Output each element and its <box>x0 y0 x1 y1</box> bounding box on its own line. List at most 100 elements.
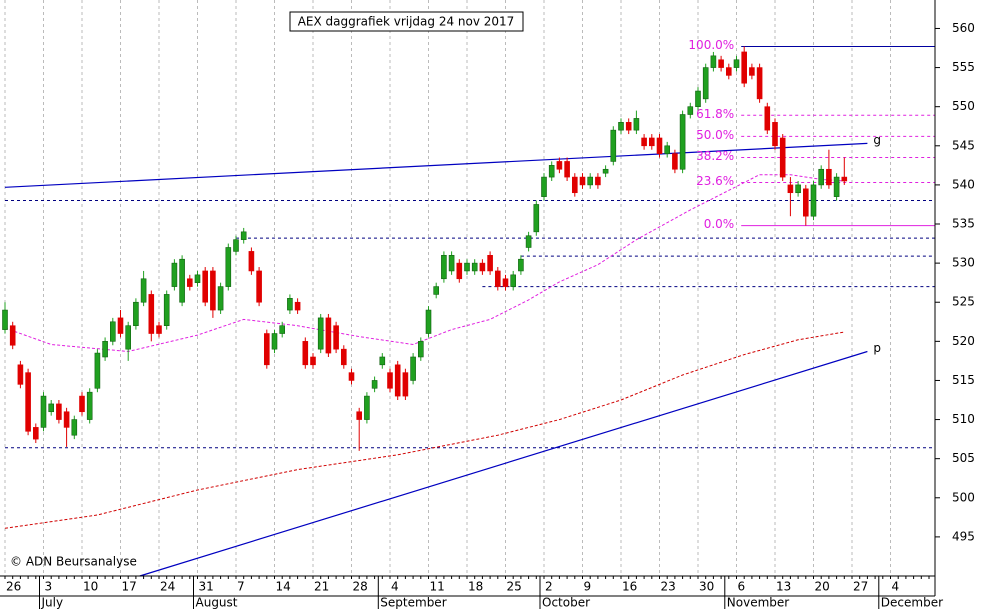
candle-body <box>633 118 640 131</box>
candle-body <box>217 286 224 311</box>
candle-body <box>32 427 39 440</box>
candle-body <box>718 59 724 68</box>
x-tick-label: 20 <box>815 580 830 594</box>
candle-body <box>818 168 825 186</box>
x-tick-label: 30 <box>699 580 714 594</box>
candle-body <box>156 325 162 334</box>
candle-body <box>17 364 24 385</box>
y-tick-label: 500 <box>952 490 975 504</box>
candle-body <box>518 258 524 272</box>
candle-body <box>602 168 609 174</box>
y-tick-label: 560 <box>952 21 975 35</box>
candle-body <box>110 321 116 342</box>
candle-body <box>656 137 663 154</box>
candle-body <box>625 122 632 131</box>
candle-body <box>471 262 478 272</box>
candle-body <box>749 67 755 76</box>
candle-body <box>802 188 809 217</box>
x-tick-label: 4 <box>391 580 399 594</box>
moving-average <box>4 174 845 353</box>
x-tick-label: 31 <box>199 580 214 594</box>
candle-body <box>664 145 671 154</box>
candle-body <box>410 356 416 381</box>
y-tick-label: 505 <box>952 451 975 465</box>
copyright: © ADN Beursanalyse <box>10 555 137 569</box>
trendline-label: p <box>873 341 881 355</box>
candle-body <box>371 380 378 389</box>
candle-body <box>787 184 794 194</box>
candle-body <box>548 165 555 178</box>
candle-body <box>795 184 801 194</box>
candle-body <box>79 395 85 413</box>
candle-body <box>556 161 563 170</box>
candle-body <box>579 176 586 186</box>
x-tick-label: 10 <box>83 580 98 594</box>
candle-body <box>702 67 709 100</box>
candle-body <box>102 341 108 358</box>
candle-body <box>294 301 301 311</box>
candle-body <box>225 247 232 287</box>
candle-body <box>826 168 832 186</box>
candle-body <box>672 153 678 170</box>
trendline-label: g <box>873 133 881 147</box>
x-tick-label: 25 <box>507 580 522 594</box>
candle-body <box>541 176 547 197</box>
candle-body <box>310 356 316 366</box>
candle-body <box>487 255 493 272</box>
candle-body <box>841 176 848 182</box>
fib-label: 50.0% <box>696 128 734 142</box>
candle-body <box>479 262 486 272</box>
candle-body <box>194 274 201 283</box>
y-tick-label: 530 <box>952 256 975 270</box>
candle-body <box>63 411 70 428</box>
x-tick-label: 14 <box>276 580 291 594</box>
candle-body <box>695 90 701 107</box>
x-tick-label: 7 <box>237 580 245 594</box>
candle-body <box>171 262 178 287</box>
month-label: November <box>727 596 789 609</box>
candle-body <box>641 137 647 147</box>
candle-body <box>779 137 786 178</box>
candle-body <box>333 325 339 350</box>
trendline <box>4 142 868 188</box>
candle-body <box>510 274 517 287</box>
x-tick-label: 27 <box>853 580 868 594</box>
candle-body <box>725 67 732 76</box>
candle-body <box>833 176 840 197</box>
candle-body <box>441 255 447 280</box>
candle-body <box>679 114 686 170</box>
x-tick-label: 26 <box>6 580 21 594</box>
fib-label: 23.6% <box>696 174 734 188</box>
candle-body <box>325 317 332 354</box>
candle-body <box>394 364 401 397</box>
x-tick-label: 24 <box>160 580 175 594</box>
candle-body <box>741 51 748 84</box>
candle-body <box>271 333 278 350</box>
x-tick-label: 18 <box>468 580 483 594</box>
candle-body <box>533 204 540 233</box>
candle-body <box>494 270 501 287</box>
candle-body <box>202 270 208 303</box>
candle-body <box>618 122 624 131</box>
x-tick-label: 17 <box>122 580 137 594</box>
month-label: September <box>380 596 446 609</box>
candle-body <box>764 106 771 131</box>
candle-body <box>571 176 578 194</box>
candle-body <box>648 137 655 147</box>
candle-body <box>287 298 293 311</box>
candle-body <box>379 356 386 366</box>
candle-body <box>402 372 409 397</box>
candle-body <box>140 278 147 303</box>
candle-body <box>25 372 31 432</box>
y-tick-label: 520 <box>952 334 975 348</box>
candle-body <box>733 59 740 68</box>
y-tick-label: 535 <box>952 217 975 231</box>
x-tick-label: 13 <box>776 580 791 594</box>
candle-body <box>502 278 509 287</box>
candle-body <box>71 419 78 436</box>
candle-body <box>610 129 617 162</box>
candle-body <box>587 176 594 186</box>
y-tick-label: 555 <box>952 60 975 74</box>
